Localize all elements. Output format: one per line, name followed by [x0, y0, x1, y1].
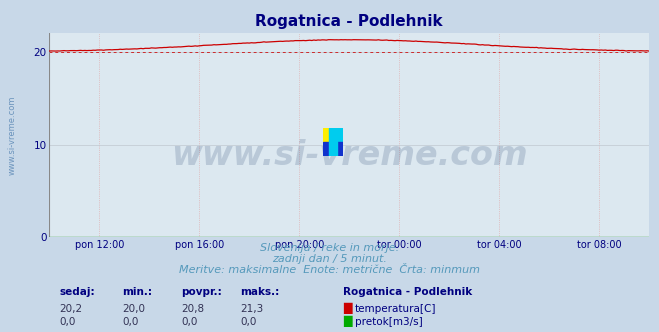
Text: zadnji dan / 5 minut.: zadnji dan / 5 minut. — [272, 254, 387, 264]
Text: Meritve: maksimalne  Enote: metrične  Črta: minmum: Meritve: maksimalne Enote: metrične Črta… — [179, 265, 480, 275]
Bar — [323, 142, 343, 156]
Text: min.:: min.: — [122, 287, 152, 297]
Title: Rogatnica - Podlehnik: Rogatnica - Podlehnik — [256, 14, 443, 29]
Text: www.si-vreme.com: www.si-vreme.com — [8, 96, 16, 175]
Text: povpr.:: povpr.: — [181, 287, 222, 297]
Text: maks.:: maks.: — [241, 287, 280, 297]
Text: 20,0: 20,0 — [122, 304, 145, 314]
Text: █: █ — [343, 302, 351, 314]
Text: temperatura[C]: temperatura[C] — [355, 304, 436, 314]
Text: 0,0: 0,0 — [181, 317, 198, 327]
Text: Slovenija / reke in morje.: Slovenija / reke in morje. — [260, 243, 399, 253]
Text: 21,3: 21,3 — [241, 304, 264, 314]
Text: 0,0: 0,0 — [122, 317, 138, 327]
Text: 20,2: 20,2 — [59, 304, 82, 314]
Text: 0,0: 0,0 — [241, 317, 257, 327]
Bar — [323, 128, 333, 142]
Text: █: █ — [343, 316, 351, 327]
Text: 20,8: 20,8 — [181, 304, 204, 314]
Text: sedaj:: sedaj: — [59, 287, 95, 297]
Text: www.si-vreme.com: www.si-vreme.com — [171, 139, 528, 172]
Text: 0,0: 0,0 — [59, 317, 76, 327]
Bar — [333, 128, 343, 142]
Text: Rogatnica - Podlehnik: Rogatnica - Podlehnik — [343, 287, 472, 297]
Text: pretok[m3/s]: pretok[m3/s] — [355, 317, 422, 327]
Polygon shape — [329, 128, 337, 156]
